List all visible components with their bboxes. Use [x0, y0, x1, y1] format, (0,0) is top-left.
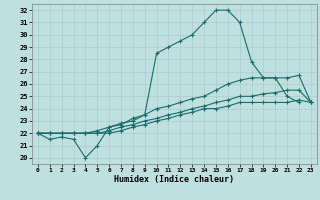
X-axis label: Humidex (Indice chaleur): Humidex (Indice chaleur)	[115, 175, 234, 184]
